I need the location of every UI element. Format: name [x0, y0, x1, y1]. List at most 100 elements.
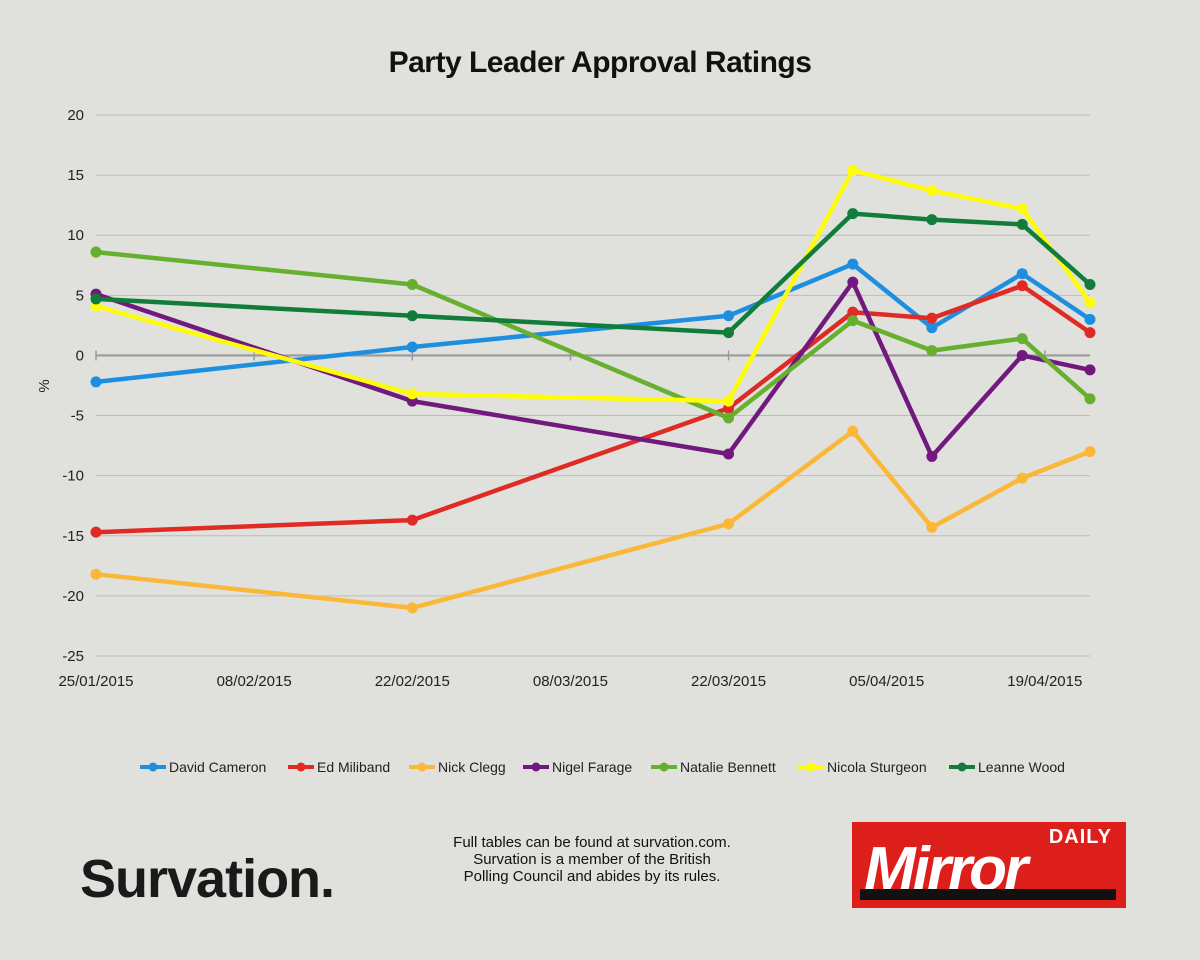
survation-logo: Survation. — [80, 849, 335, 909]
y-tick-label: -25 — [62, 648, 84, 665]
data-point — [406, 279, 418, 291]
legend-label: Leanne Wood — [978, 759, 1065, 775]
data-point — [926, 521, 938, 533]
data-point — [406, 341, 418, 353]
data-point — [723, 448, 735, 460]
data-point — [723, 395, 735, 407]
y-tick-label: -20 — [62, 588, 84, 605]
footnote-line: Survation is a member of the British — [473, 851, 711, 868]
footnote-line: Polling Council and abides by its rules. — [463, 868, 721, 885]
x-axis: 25/01/2015 08/02/2015 22/02/2015 08/03/2015… — [58, 350, 1082, 690]
y-axis-label: % — [36, 379, 53, 392]
data-point — [1016, 349, 1028, 361]
data-point — [90, 568, 102, 580]
series-natalie-bennett — [90, 246, 1096, 424]
legend-label: David Cameron — [169, 759, 266, 775]
series-nigel-farage — [90, 276, 1096, 462]
data-point — [90, 246, 102, 258]
data-point — [847, 208, 859, 220]
legend-marker — [806, 762, 816, 772]
data-point — [406, 388, 418, 400]
footnote-line: Full tables can be found at survation.co… — [453, 834, 731, 851]
footnote: Full tables can be found at survation.co… — [412, 834, 772, 885]
legend-marker — [417, 762, 427, 772]
data-point — [1084, 313, 1096, 325]
data-point — [926, 322, 938, 334]
data-point — [847, 425, 859, 437]
y-tick-label: -10 — [62, 468, 84, 485]
legend-label: Nick Clegg — [438, 759, 506, 775]
legend-item-nick-clegg: Nick Clegg — [409, 759, 506, 775]
data-point — [1016, 203, 1028, 215]
y-tick-label: -5 — [71, 408, 84, 425]
series — [90, 164, 1096, 614]
data-point — [1084, 364, 1096, 376]
legend-label: Ed Miliband — [317, 759, 390, 775]
data-point — [847, 276, 859, 288]
data-point — [1084, 327, 1096, 339]
x-tick-label: 08/03/2015 — [533, 673, 608, 690]
chart-title: Party Leader Approval Ratings — [389, 46, 812, 79]
legend-item-leanne-wood: Leanne Wood — [949, 759, 1065, 775]
data-point — [90, 376, 102, 388]
data-point — [926, 185, 938, 197]
data-point — [723, 518, 735, 530]
data-point — [926, 214, 938, 226]
x-tick-label: 22/03/2015 — [691, 673, 766, 690]
x-tick-label: 19/04/2015 — [1007, 673, 1082, 690]
legend: David Cameron Ed Miliband Nick Clegg Nigel … — [140, 759, 1065, 775]
x-tick-label: 08/02/2015 — [217, 673, 292, 690]
data-point — [847, 164, 859, 176]
data-point — [926, 345, 938, 357]
series-david-cameron — [90, 258, 1096, 388]
data-point — [847, 258, 859, 270]
legend-item-nigel-farage: Nigel Farage — [523, 759, 632, 775]
data-point — [926, 450, 938, 462]
y-tick-label: 20 — [67, 107, 84, 124]
legend-marker — [296, 762, 306, 772]
legend-item-natalie-bennett: Natalie Bennett — [651, 759, 776, 775]
data-point — [406, 310, 418, 322]
y-tick-label: -15 — [62, 528, 84, 545]
data-point — [1016, 472, 1028, 484]
y-tick-label: 5 — [76, 287, 84, 304]
daily-mirror-logo-bar — [860, 889, 1116, 900]
data-point — [90, 526, 102, 538]
series-leanne-wood — [90, 208, 1096, 339]
grid — [96, 114, 1090, 657]
x-tick-label: 25/01/2015 — [58, 673, 133, 690]
x-tick-label: 05/04/2015 — [849, 673, 924, 690]
y-tick-label: 10 — [67, 227, 84, 244]
legend-marker — [531, 762, 541, 772]
data-point — [1016, 280, 1028, 292]
data-point — [1016, 268, 1028, 280]
daily-mirror-logo-top: DAILY — [1048, 826, 1112, 848]
y-tick-label: 15 — [67, 167, 84, 184]
daily-mirror-logo: DAILY Mirror — [852, 822, 1126, 908]
legend-marker — [148, 762, 158, 772]
data-point — [90, 293, 102, 305]
series-line — [93, 249, 1093, 421]
data-point — [1016, 333, 1028, 345]
y-axis: 20 15 10 5 0 -5 -10 -15 -20 -25 — [62, 107, 84, 665]
data-point — [1084, 393, 1096, 405]
data-point — [723, 327, 735, 339]
legend-marker — [957, 762, 967, 772]
legend-item-ed-miliband: Ed Miliband — [288, 759, 390, 775]
series-nick-clegg — [90, 425, 1096, 614]
data-point — [847, 306, 859, 318]
legend-label: Nicola Sturgeon — [827, 759, 927, 775]
x-tick-label: 22/02/2015 — [375, 673, 450, 690]
y-tick-label: 0 — [76, 347, 84, 364]
legend-item-nicola-sturgeon: Nicola Sturgeon — [798, 759, 927, 775]
legend-item-david-cameron: David Cameron — [140, 759, 266, 775]
data-point — [1084, 446, 1096, 458]
series-nicola-sturgeon — [90, 164, 1096, 407]
data-point — [406, 602, 418, 614]
legend-marker — [659, 762, 669, 772]
data-point — [1016, 218, 1028, 230]
data-point — [1084, 297, 1096, 309]
data-point — [723, 412, 735, 424]
data-point — [406, 514, 418, 526]
